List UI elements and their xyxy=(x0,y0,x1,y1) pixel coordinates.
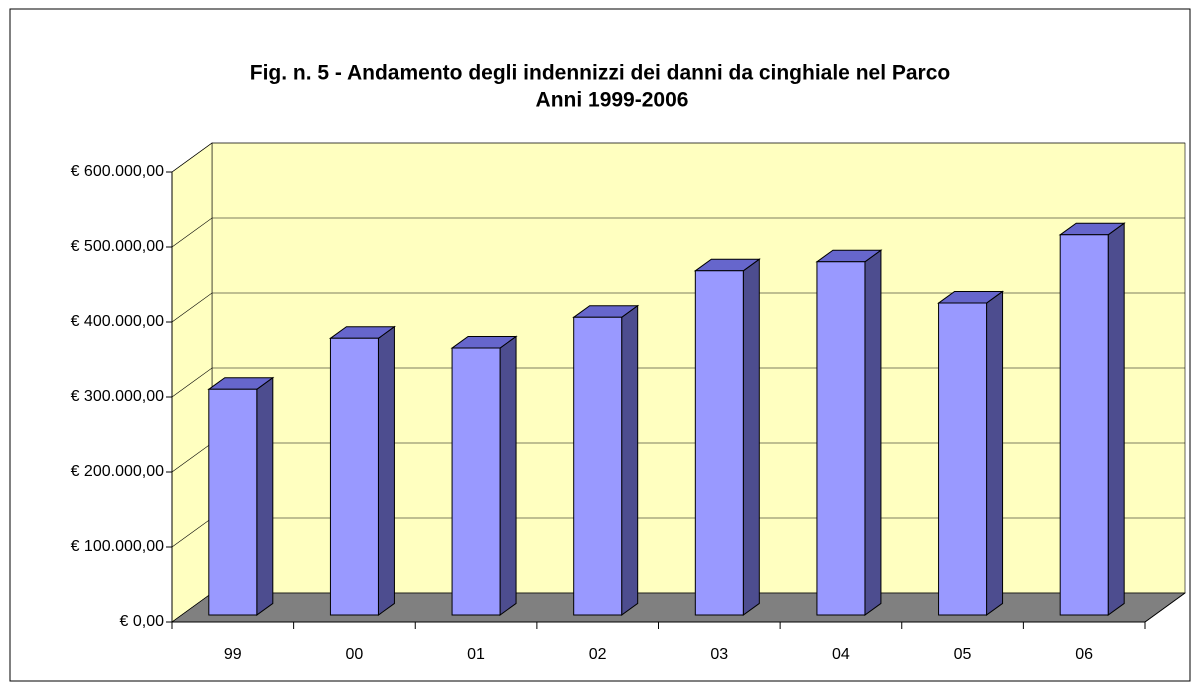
bar xyxy=(208,388,258,616)
bar xyxy=(451,347,501,616)
grid-line xyxy=(171,217,1185,248)
bar-side xyxy=(377,325,395,617)
x-tick-label: 06 xyxy=(1075,646,1093,663)
grid-line xyxy=(171,142,1185,173)
y-tick-label: € 100.000,00 xyxy=(71,538,165,555)
y-tick-label: € 400.000,00 xyxy=(71,313,165,330)
y-tick-label: € 0,00 xyxy=(120,613,165,630)
bar xyxy=(1059,234,1109,616)
x-tick-label: 00 xyxy=(346,646,364,663)
y-tick-label: € 200.000,00 xyxy=(71,463,165,480)
bar-side xyxy=(1107,222,1125,617)
bar xyxy=(329,337,379,616)
y-tick-label: € 300.000,00 xyxy=(71,388,165,405)
bar-side xyxy=(864,249,882,617)
chart-subtitle: Anni 1999-2006 xyxy=(536,89,689,112)
floor xyxy=(171,592,1186,623)
bar-side xyxy=(621,304,639,617)
y-tick-label: € 500.000,00 xyxy=(71,238,165,255)
x-tick-label: 01 xyxy=(467,646,485,663)
bar xyxy=(694,270,744,616)
bar-side xyxy=(986,290,1004,617)
x-tick-label: 99 xyxy=(224,646,242,663)
bar xyxy=(573,316,623,616)
bar-side xyxy=(256,376,274,617)
bar-side xyxy=(499,335,517,617)
bar-side xyxy=(742,258,760,617)
x-tick-label: 04 xyxy=(832,646,850,663)
x-tick-label: 03 xyxy=(710,646,728,663)
chart-title: Fig. n. 5 - Andamento degli indennizzi d… xyxy=(250,62,950,85)
bar xyxy=(938,302,988,616)
bar xyxy=(816,261,866,616)
x-tick-label: 02 xyxy=(589,646,607,663)
x-tick-label: 05 xyxy=(954,646,972,663)
y-tick-label: € 600.000,00 xyxy=(71,163,165,180)
